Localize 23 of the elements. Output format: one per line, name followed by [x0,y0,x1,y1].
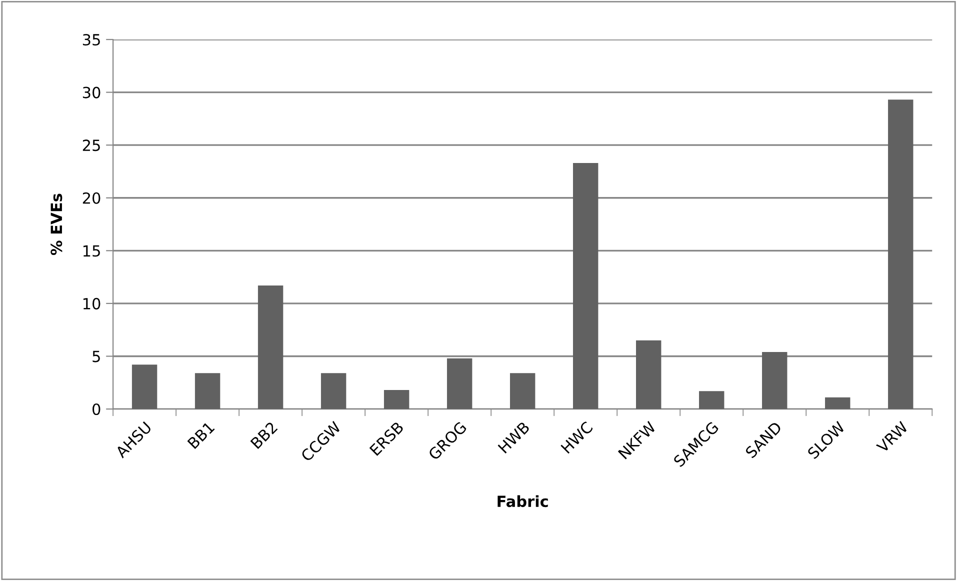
bar [825,397,850,410]
bar [510,373,536,410]
y-tick-label: 20 [82,192,100,204]
y-tick-label: 15 [83,245,100,257]
y-tick-label: 30 [82,86,100,98]
bar [446,358,472,410]
bar [636,340,662,410]
y-tick-label: 35 [82,34,100,46]
y-tick-label: 10 [83,298,100,310]
bar [320,373,346,410]
y-axis-title: % EVEs [50,194,62,255]
bar [258,286,284,410]
y-tick-label: 5 [92,350,100,362]
bar [194,373,220,410]
bar [132,364,158,410]
y-tick-label: 0 [92,403,100,416]
y-tick-label: 25 [82,140,100,152]
bar [888,100,914,410]
bar [762,352,788,410]
bar [572,163,598,410]
bar [699,391,724,410]
x-axis-title: Fabric [498,495,548,508]
bar [384,390,410,410]
